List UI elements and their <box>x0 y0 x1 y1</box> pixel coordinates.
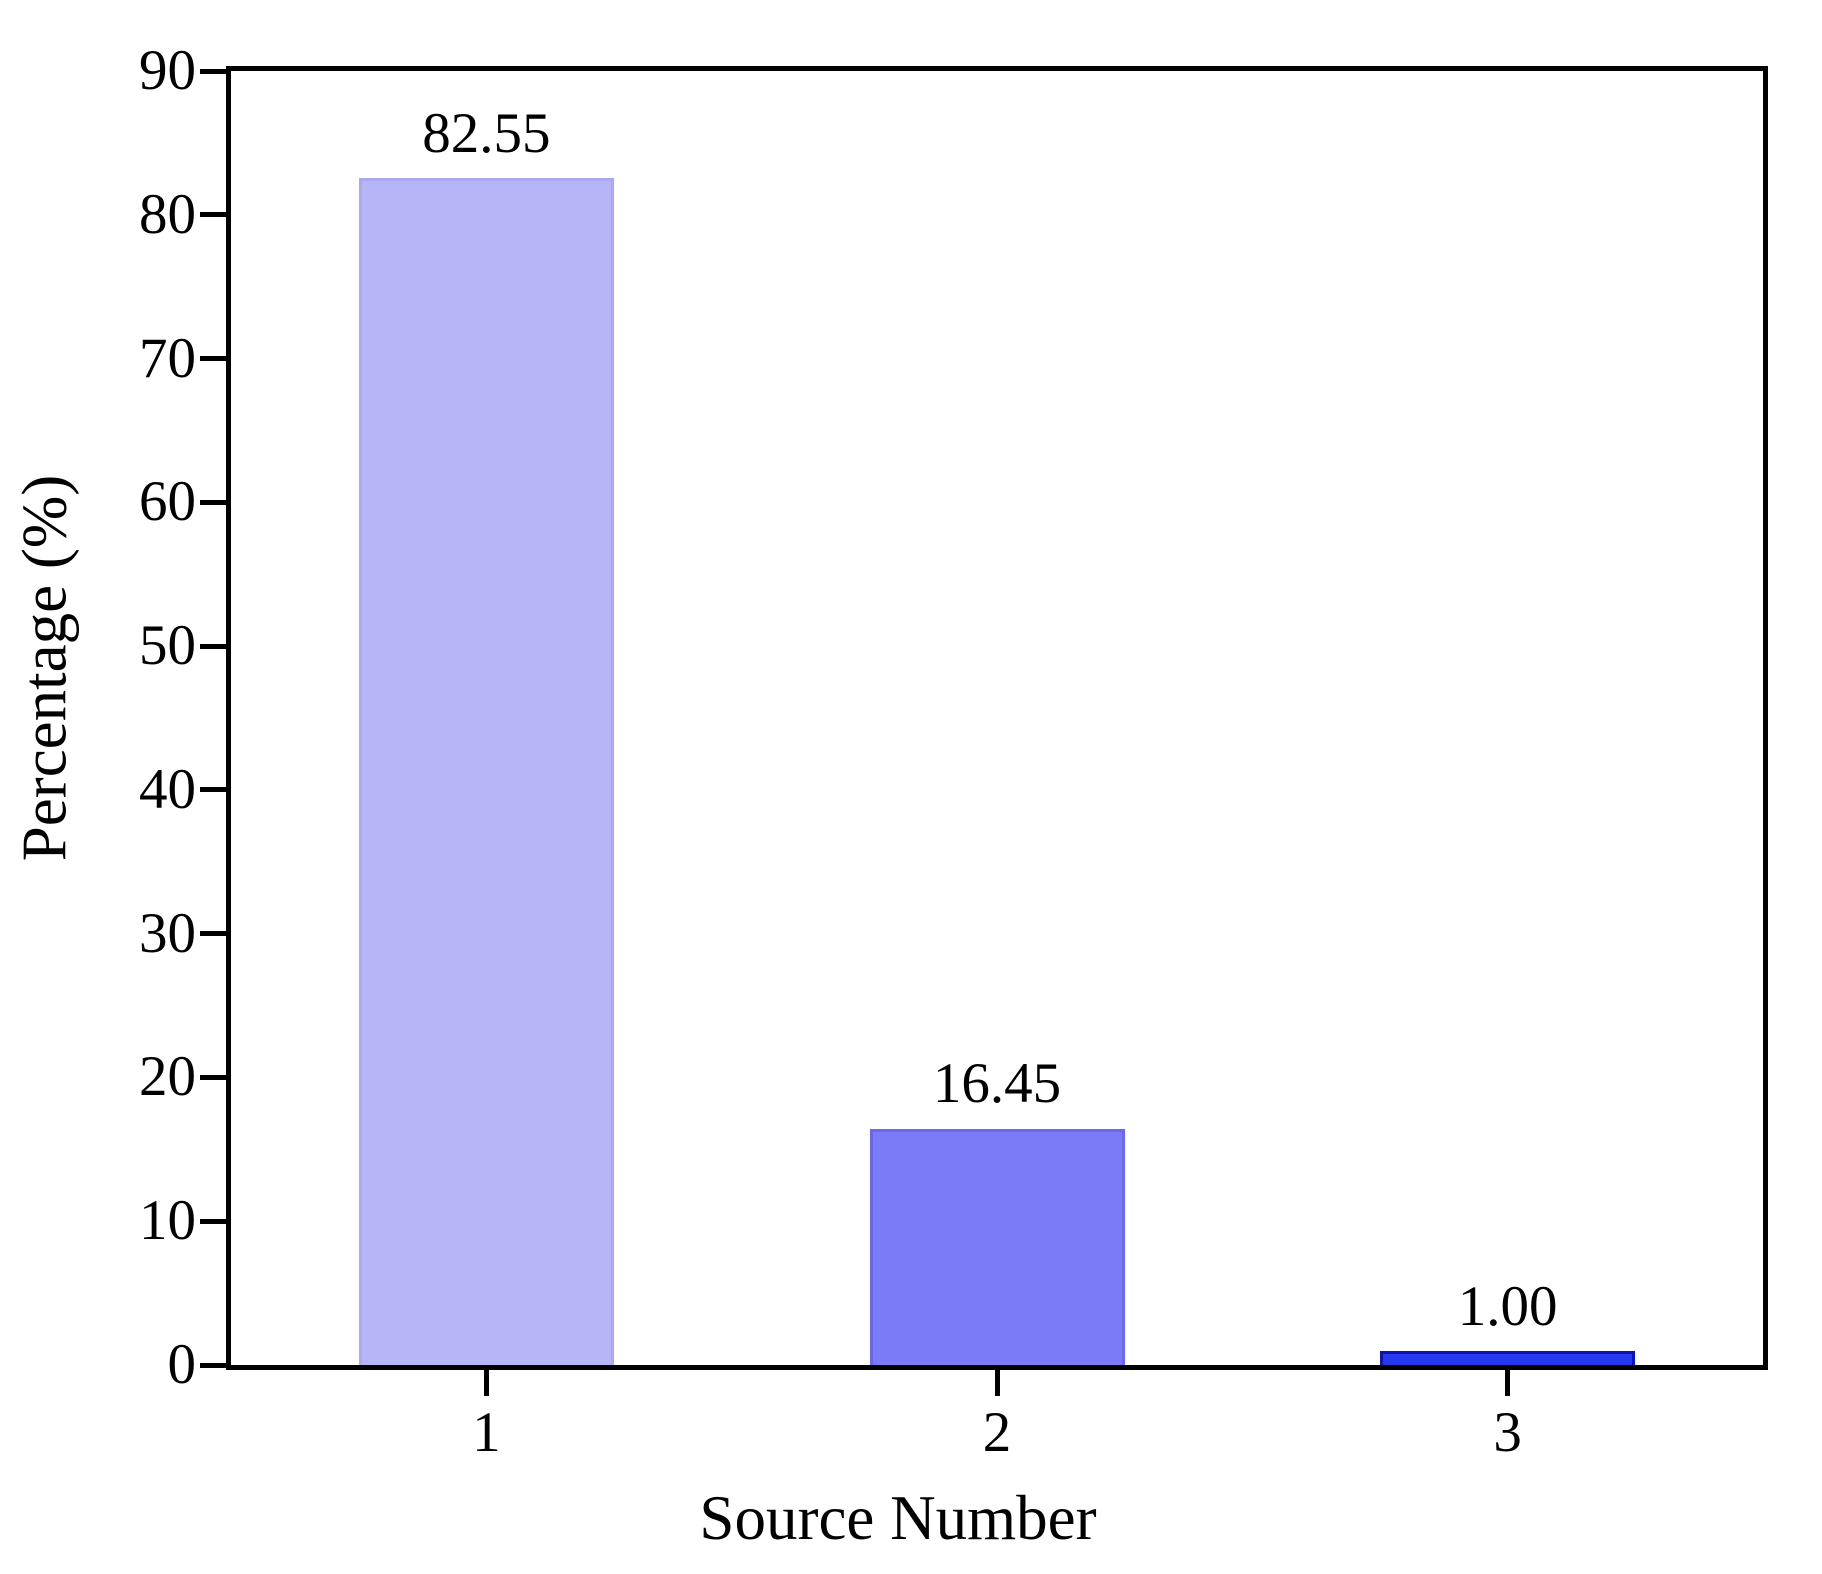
y-tick-label: 30 <box>139 901 196 965</box>
y-tick-label: 0 <box>167 1333 197 1396</box>
y-axis-tick <box>200 356 226 362</box>
bar-source-3 <box>1380 1350 1636 1365</box>
x-axis-tick <box>483 1370 489 1396</box>
bar-value-label: 82.55 <box>422 102 551 166</box>
y-axis-tick <box>200 787 226 793</box>
y-tick-label: 80 <box>139 182 196 246</box>
y-tick-label: 70 <box>139 326 196 390</box>
x-tick-label: 1 <box>472 1401 501 1464</box>
x-axis-title: Source Number <box>699 1483 1097 1553</box>
y-axis-tick <box>200 1218 226 1224</box>
x-axis-tick <box>994 1370 1000 1396</box>
bar-source-2 <box>869 1128 1125 1365</box>
y-axis-tick <box>200 1074 226 1080</box>
y-tick-label: 90 <box>139 39 196 102</box>
y-tick-label: 20 <box>139 1045 196 1109</box>
y-axis-tick <box>200 643 226 649</box>
y-axis-tick <box>200 499 226 505</box>
bar-source-1 <box>358 178 614 1365</box>
y-axis-tick <box>200 68 226 74</box>
y-axis-tick <box>200 1362 226 1368</box>
y-axis-tick <box>200 931 226 937</box>
x-tick-label: 2 <box>982 1401 1012 1464</box>
bar-value-label: 1.00 <box>1457 1274 1558 1338</box>
x-axis-tick <box>1505 1370 1511 1396</box>
y-tick-label: 40 <box>139 757 196 821</box>
y-tick-label: 50 <box>139 614 196 678</box>
plot-area <box>226 66 1768 1370</box>
y-tick-label: 60 <box>139 470 196 534</box>
bar-value-label: 16.45 <box>932 1052 1062 1116</box>
y-tick-label: 10 <box>139 1189 196 1253</box>
y-axis-tick <box>200 212 226 218</box>
x-tick-label: 3 <box>1493 1401 1522 1464</box>
